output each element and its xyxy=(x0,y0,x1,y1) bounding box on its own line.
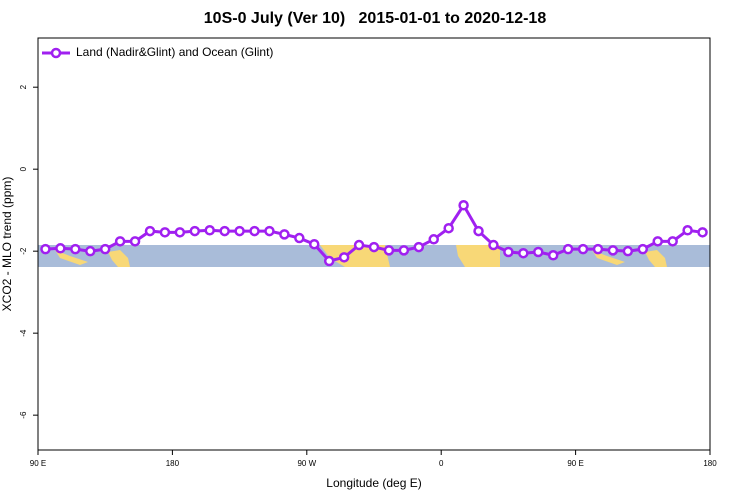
data-point xyxy=(547,250,559,261)
x-tick-label: 90 W xyxy=(297,459,316,468)
x-tick-label: 180 xyxy=(166,459,180,468)
y-tick-label: 2 xyxy=(19,84,28,89)
data-point xyxy=(353,239,365,251)
data-point xyxy=(413,241,425,253)
y-tick-label: -2 xyxy=(19,247,28,255)
data-point xyxy=(264,225,275,237)
data-point xyxy=(55,243,66,254)
x-tick-label: 90 E xyxy=(567,459,583,468)
data-point xyxy=(503,246,514,258)
data-point xyxy=(234,225,245,237)
legend-marker xyxy=(50,47,62,59)
data-point xyxy=(70,243,81,255)
data-point xyxy=(428,234,439,245)
data-point xyxy=(398,245,410,256)
data-point xyxy=(279,229,290,240)
map-land xyxy=(55,250,88,265)
data-point xyxy=(323,255,335,267)
data-point xyxy=(144,225,156,237)
data-point xyxy=(622,245,634,257)
map-land xyxy=(108,250,130,267)
data-point xyxy=(174,227,186,238)
data-point xyxy=(204,225,215,236)
data-point xyxy=(368,241,380,253)
data-point xyxy=(458,200,469,211)
y-tick-label: 0 xyxy=(19,166,28,171)
map-land xyxy=(645,250,667,267)
map-land xyxy=(456,245,500,267)
data-point xyxy=(473,225,484,237)
x-tick-label: 0 xyxy=(439,459,444,468)
data-point xyxy=(338,252,350,263)
data-point xyxy=(40,243,51,255)
data-point xyxy=(652,236,663,247)
data-point xyxy=(189,225,201,237)
x-tick-label: 180 xyxy=(703,459,717,468)
data-point xyxy=(383,245,395,256)
data-point xyxy=(219,225,230,237)
data-point xyxy=(159,227,171,238)
y-tick-label: -4 xyxy=(19,329,28,337)
plot-frame xyxy=(37,37,711,451)
data-point xyxy=(562,243,574,255)
data-point xyxy=(607,245,619,256)
y-axis-label: XCO2 - MLO trend (ppm) xyxy=(0,177,14,312)
legend-label: Land (Nadir&Glint) and Ocean (Glint) xyxy=(76,45,273,59)
data-point xyxy=(443,222,454,234)
data-point xyxy=(99,243,111,255)
data-point xyxy=(697,227,708,238)
data-point xyxy=(129,236,141,247)
data-point xyxy=(637,243,649,255)
data-point xyxy=(592,243,604,255)
data-point xyxy=(249,225,260,237)
data-point xyxy=(518,247,529,259)
data-point xyxy=(488,239,499,251)
data-point xyxy=(682,225,693,236)
data-point xyxy=(667,236,678,247)
data-point xyxy=(533,246,544,258)
x-axis-label: Longitude (deg E) xyxy=(326,476,421,490)
data-point xyxy=(577,243,589,255)
data-point xyxy=(114,236,126,247)
x-tick-label: 90 E xyxy=(30,459,46,468)
data-point xyxy=(294,232,305,244)
data-point xyxy=(85,245,96,257)
data-point xyxy=(309,238,320,250)
y-tick-label: -6 xyxy=(19,411,28,419)
chart-title: 10S-0 July (Ver 10) 2015-01-01 to 2020-1… xyxy=(204,10,547,27)
